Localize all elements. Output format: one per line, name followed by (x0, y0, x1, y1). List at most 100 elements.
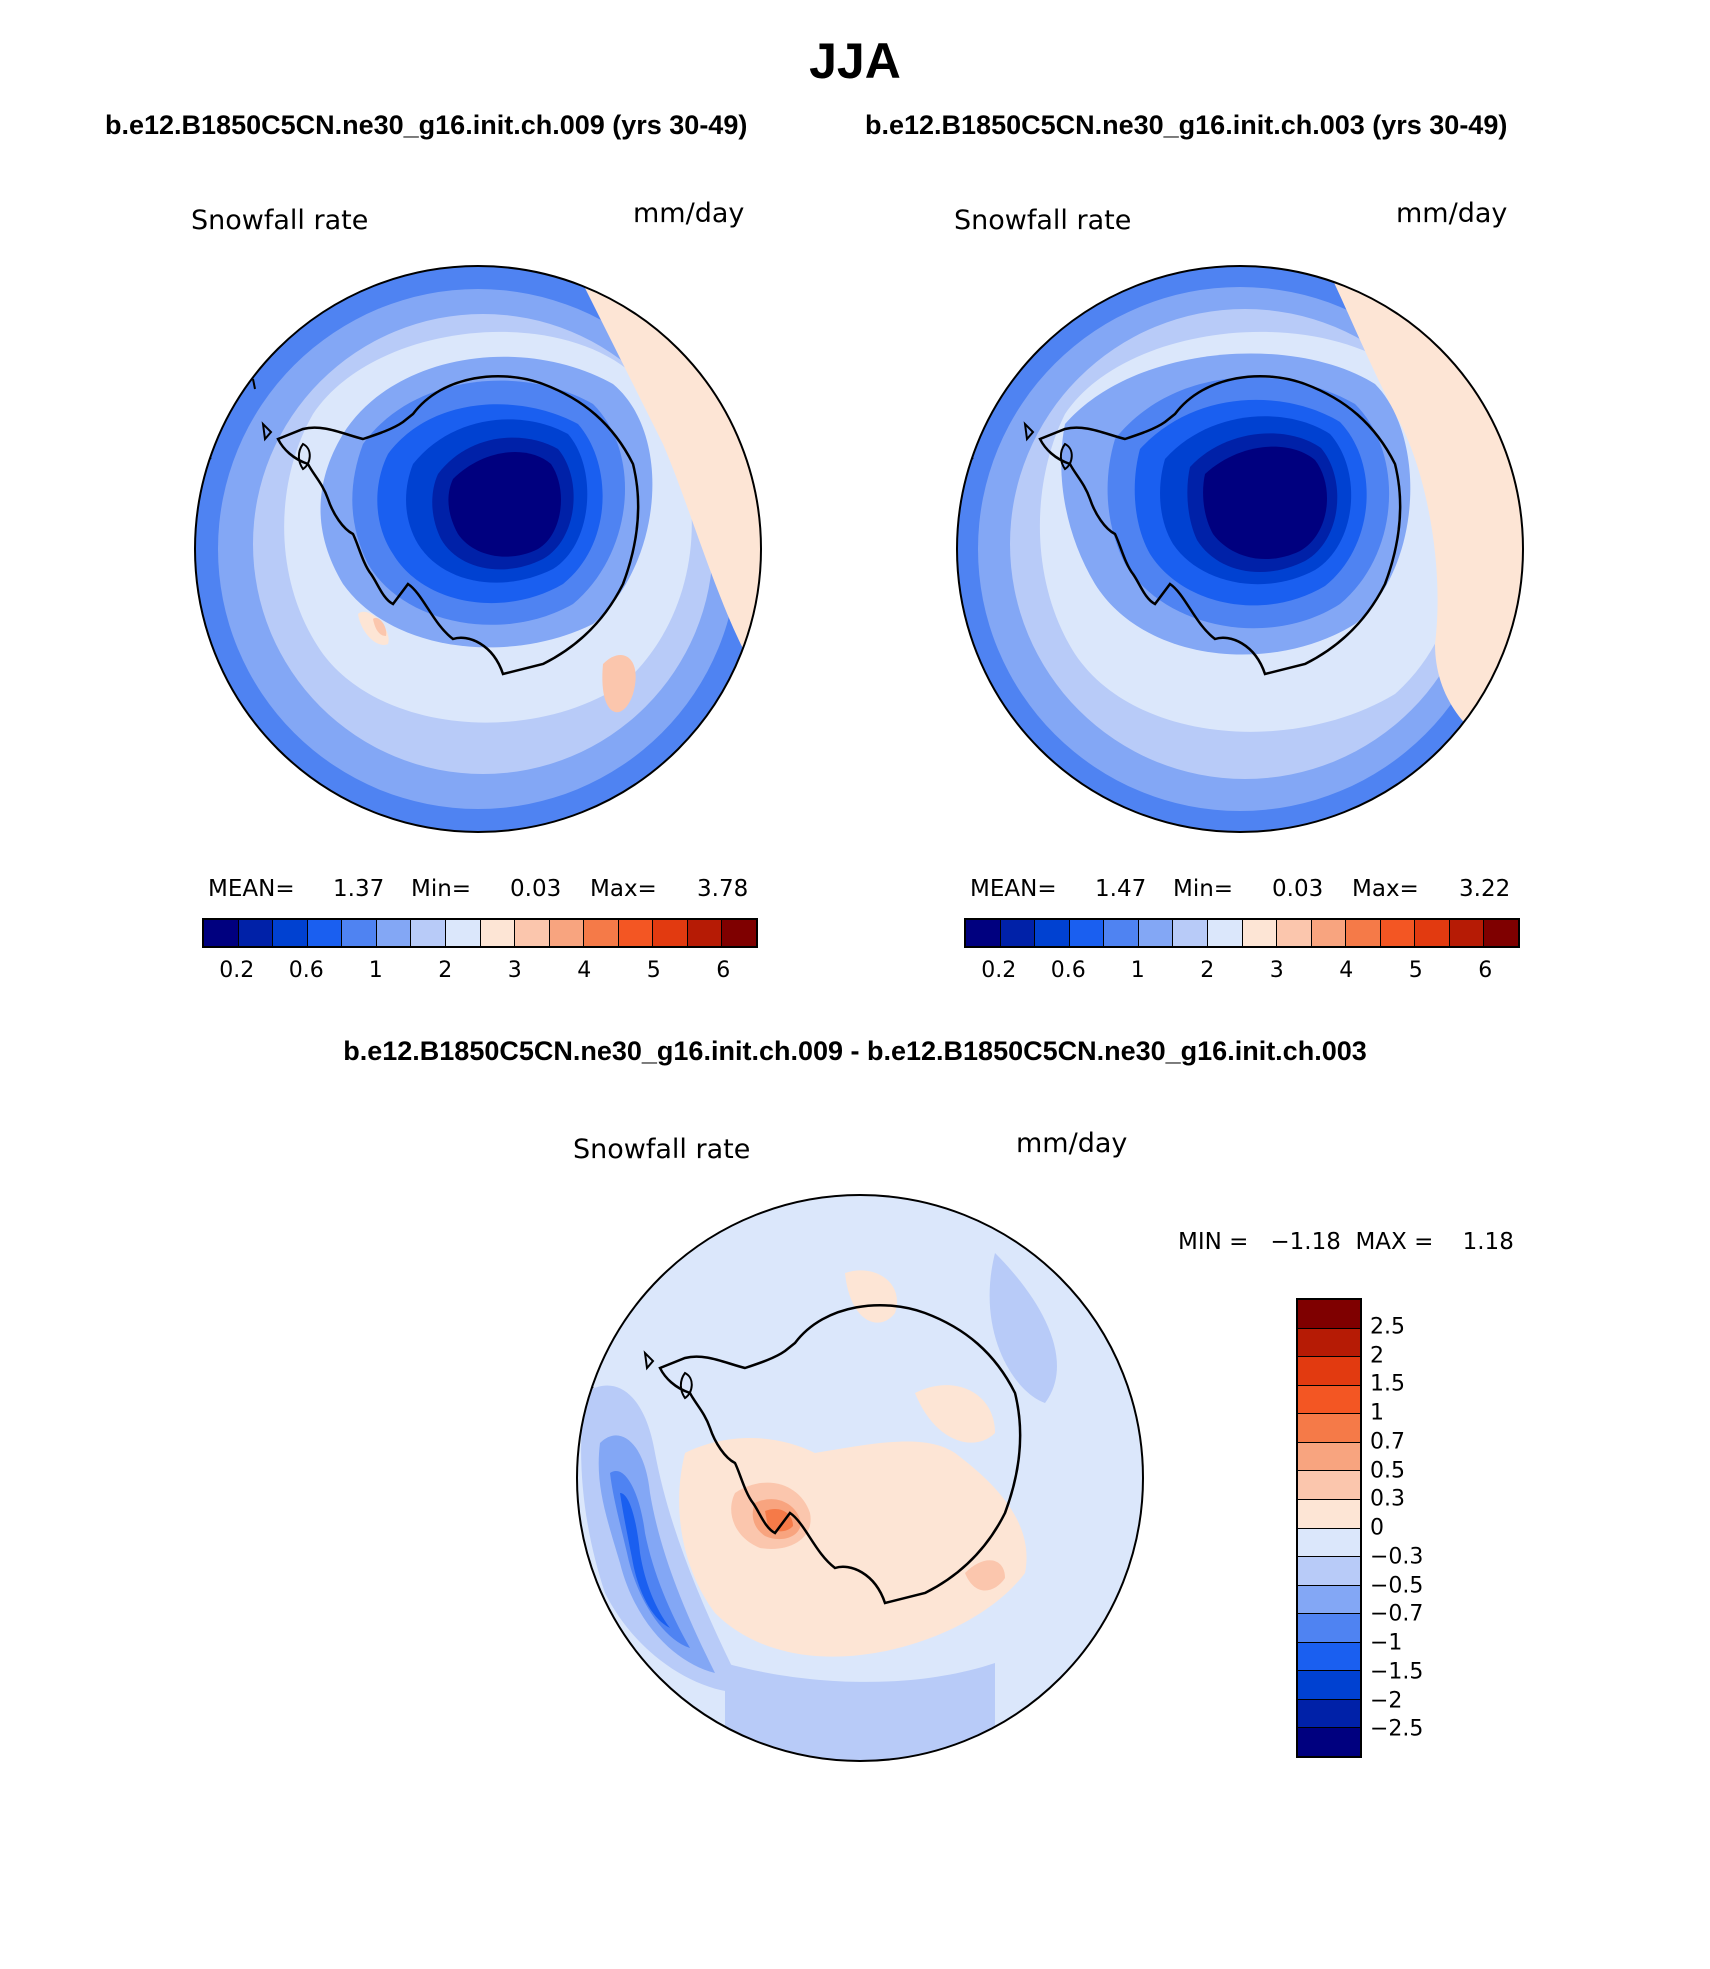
left-colorbar-swatch (480, 920, 516, 946)
diff-colorbar-swatch (1298, 1385, 1360, 1415)
left-colorbar-tick-label: 2 (438, 958, 453, 983)
diff-colorbar-tick-label: −0.5 (1370, 1573, 1424, 1598)
left-colorbar-tick-label: 1 (368, 958, 383, 983)
diff-colorbar-tick-label: 0.5 (1370, 1458, 1405, 1483)
left-mean-value: 1.37 (333, 876, 385, 902)
right-colorbar-tick-label: 0.6 (1050, 958, 1086, 983)
diff-colorbar-tick-label: −0.3 (1370, 1544, 1424, 1570)
left-colorbar-swatch (584, 920, 619, 946)
diff-colorbar-tick-label: −1.5 (1370, 1659, 1424, 1685)
left-min-value: 0.03 (510, 876, 562, 902)
right-colorbar-swatch (1207, 920, 1243, 946)
left-min-label: Min= (411, 876, 472, 902)
diff-colorbar-swatch (1298, 1414, 1360, 1443)
diff-colorbar-tick-label: −1 (1370, 1630, 1403, 1656)
diff-colorbar-swatch (1298, 1671, 1360, 1700)
left-colorbar-tick-label: 5 (646, 958, 661, 983)
left-colorbar-tick-label: 3 (507, 958, 522, 983)
right-colorbar (964, 918, 1520, 948)
diff-units-label: mm/day (1016, 1128, 1128, 1159)
right-variable-label: Snowfall rate (954, 205, 1132, 236)
difference-title: b.e12.B1850C5CN.ne30_g16.init.ch.009 - b… (343, 1036, 1367, 1066)
diff-colorbar-swatch (1298, 1699, 1360, 1729)
right-colorbar-tick-label: 4 (1339, 958, 1354, 983)
diff-colorbar-tick-label: −2.5 (1370, 1716, 1424, 1742)
right-mean-label: MEAN= (970, 876, 1057, 902)
diff-colorbar-tick-label: 2.5 (1370, 1314, 1405, 1340)
right-min-label: Min= (1173, 876, 1234, 902)
left-colorbar-swatch (687, 920, 723, 946)
left-colorbar-swatch (653, 920, 688, 946)
right-mean-value: 1.47 (1095, 876, 1147, 902)
left-colorbar-swatch (376, 920, 412, 946)
diff-colorbar-swatch (1298, 1471, 1360, 1500)
left-case-title: b.e12.B1850C5CN.ne30_g16.init.ch.009 (yr… (105, 110, 748, 140)
left-colorbar-swatch (722, 920, 756, 946)
diff-colorbar-tick-label: 0.3 (1370, 1486, 1405, 1512)
left-colorbar-swatch (549, 920, 585, 946)
right-colorbar-swatch (1449, 920, 1485, 946)
right-colorbar-swatch (1138, 920, 1174, 946)
right-colorbar-swatch (1415, 920, 1450, 946)
left-colorbar-tick-label: 0.6 (288, 958, 324, 983)
left-max-value: 3.78 (697, 876, 749, 902)
left-colorbar-swatch (238, 920, 274, 946)
right-units-label: mm/day (1396, 198, 1508, 229)
left-colorbar-swatch (411, 920, 446, 946)
right-colorbar-tick-label: 0.2 (981, 958, 1017, 983)
diff-colorbar-swatch (1298, 1499, 1360, 1529)
right-colorbar-swatch (1346, 920, 1381, 946)
left-polar-map (194, 265, 762, 833)
right-colorbar-tick-label: 5 (1408, 958, 1423, 983)
left-colorbar-tick-label: 0.2 (219, 958, 255, 983)
diff-colorbar-tick-label: 2 (1370, 1343, 1384, 1368)
right-colorbar-swatch (1242, 920, 1278, 946)
right-max-label: Max= (1352, 876, 1419, 902)
right-max-value: 3.22 (1459, 876, 1511, 902)
diff-colorbar-swatch (1298, 1728, 1360, 1756)
left-mean-label: MEAN= (208, 876, 295, 902)
right-colorbar-swatch (1069, 920, 1105, 946)
diff-colorbar-swatch (1298, 1614, 1360, 1643)
right-colorbar-swatch (1173, 920, 1208, 946)
difference-polar-map (576, 1194, 1144, 1762)
diff-colorbar-tick-label: 1.5 (1370, 1371, 1405, 1397)
left-colorbar-tick-label: 4 (577, 958, 592, 983)
diff-colorbar-tick-label: −0.7 (1370, 1601, 1424, 1627)
diff-colorbar-tick-label: 0 (1370, 1515, 1384, 1541)
right-colorbar-swatch (1484, 920, 1518, 946)
diff-variable-label: Snowfall rate (573, 1134, 751, 1165)
diff-colorbar-tick-label: 1 (1370, 1400, 1384, 1426)
left-colorbar-swatch (342, 920, 377, 946)
left-colorbar-tick-label: 6 (716, 958, 731, 983)
right-case-title: b.e12.B1850C5CN.ne30_g16.init.ch.003 (yr… (865, 110, 1508, 140)
left-max-label: Max= (590, 876, 657, 902)
page-title: JJA (809, 33, 901, 89)
right-colorbar-tick-label: 1 (1130, 958, 1145, 983)
right-colorbar-swatch (1000, 920, 1036, 946)
left-colorbar-swatch (618, 920, 654, 946)
right-colorbar-tick-label: 2 (1200, 958, 1215, 983)
right-colorbar-tick-label: 3 (1269, 958, 1284, 983)
right-colorbar-tick-label: 6 (1478, 958, 1493, 983)
diff-colorbar-swatch (1298, 1442, 1360, 1472)
right-colorbar-swatch (1311, 920, 1347, 946)
diff-colorbar-swatch (1298, 1557, 1360, 1586)
left-colorbar-swatch (445, 920, 481, 946)
right-colorbar-swatch (966, 920, 1001, 946)
right-polar-map (956, 265, 1524, 833)
diff-colorbar-swatch (1298, 1300, 1360, 1329)
left-colorbar-swatch (307, 920, 343, 946)
left-units-label: mm/day (633, 198, 745, 229)
left-variable-label: Snowfall rate (191, 205, 369, 236)
diff-colorbar-swatch (1298, 1585, 1360, 1615)
left-colorbar-swatch (515, 920, 550, 946)
left-colorbar-swatch (204, 920, 239, 946)
left-colorbar (202, 918, 758, 948)
diff-colorbar-swatch (1298, 1357, 1360, 1386)
diff-colorbar-tick-label: −2 (1370, 1688, 1403, 1713)
left-colorbar-swatch (273, 920, 308, 946)
diff-colorbar (1296, 1298, 1362, 1758)
right-colorbar-swatch (1104, 920, 1139, 946)
right-colorbar-swatch (1035, 920, 1070, 946)
